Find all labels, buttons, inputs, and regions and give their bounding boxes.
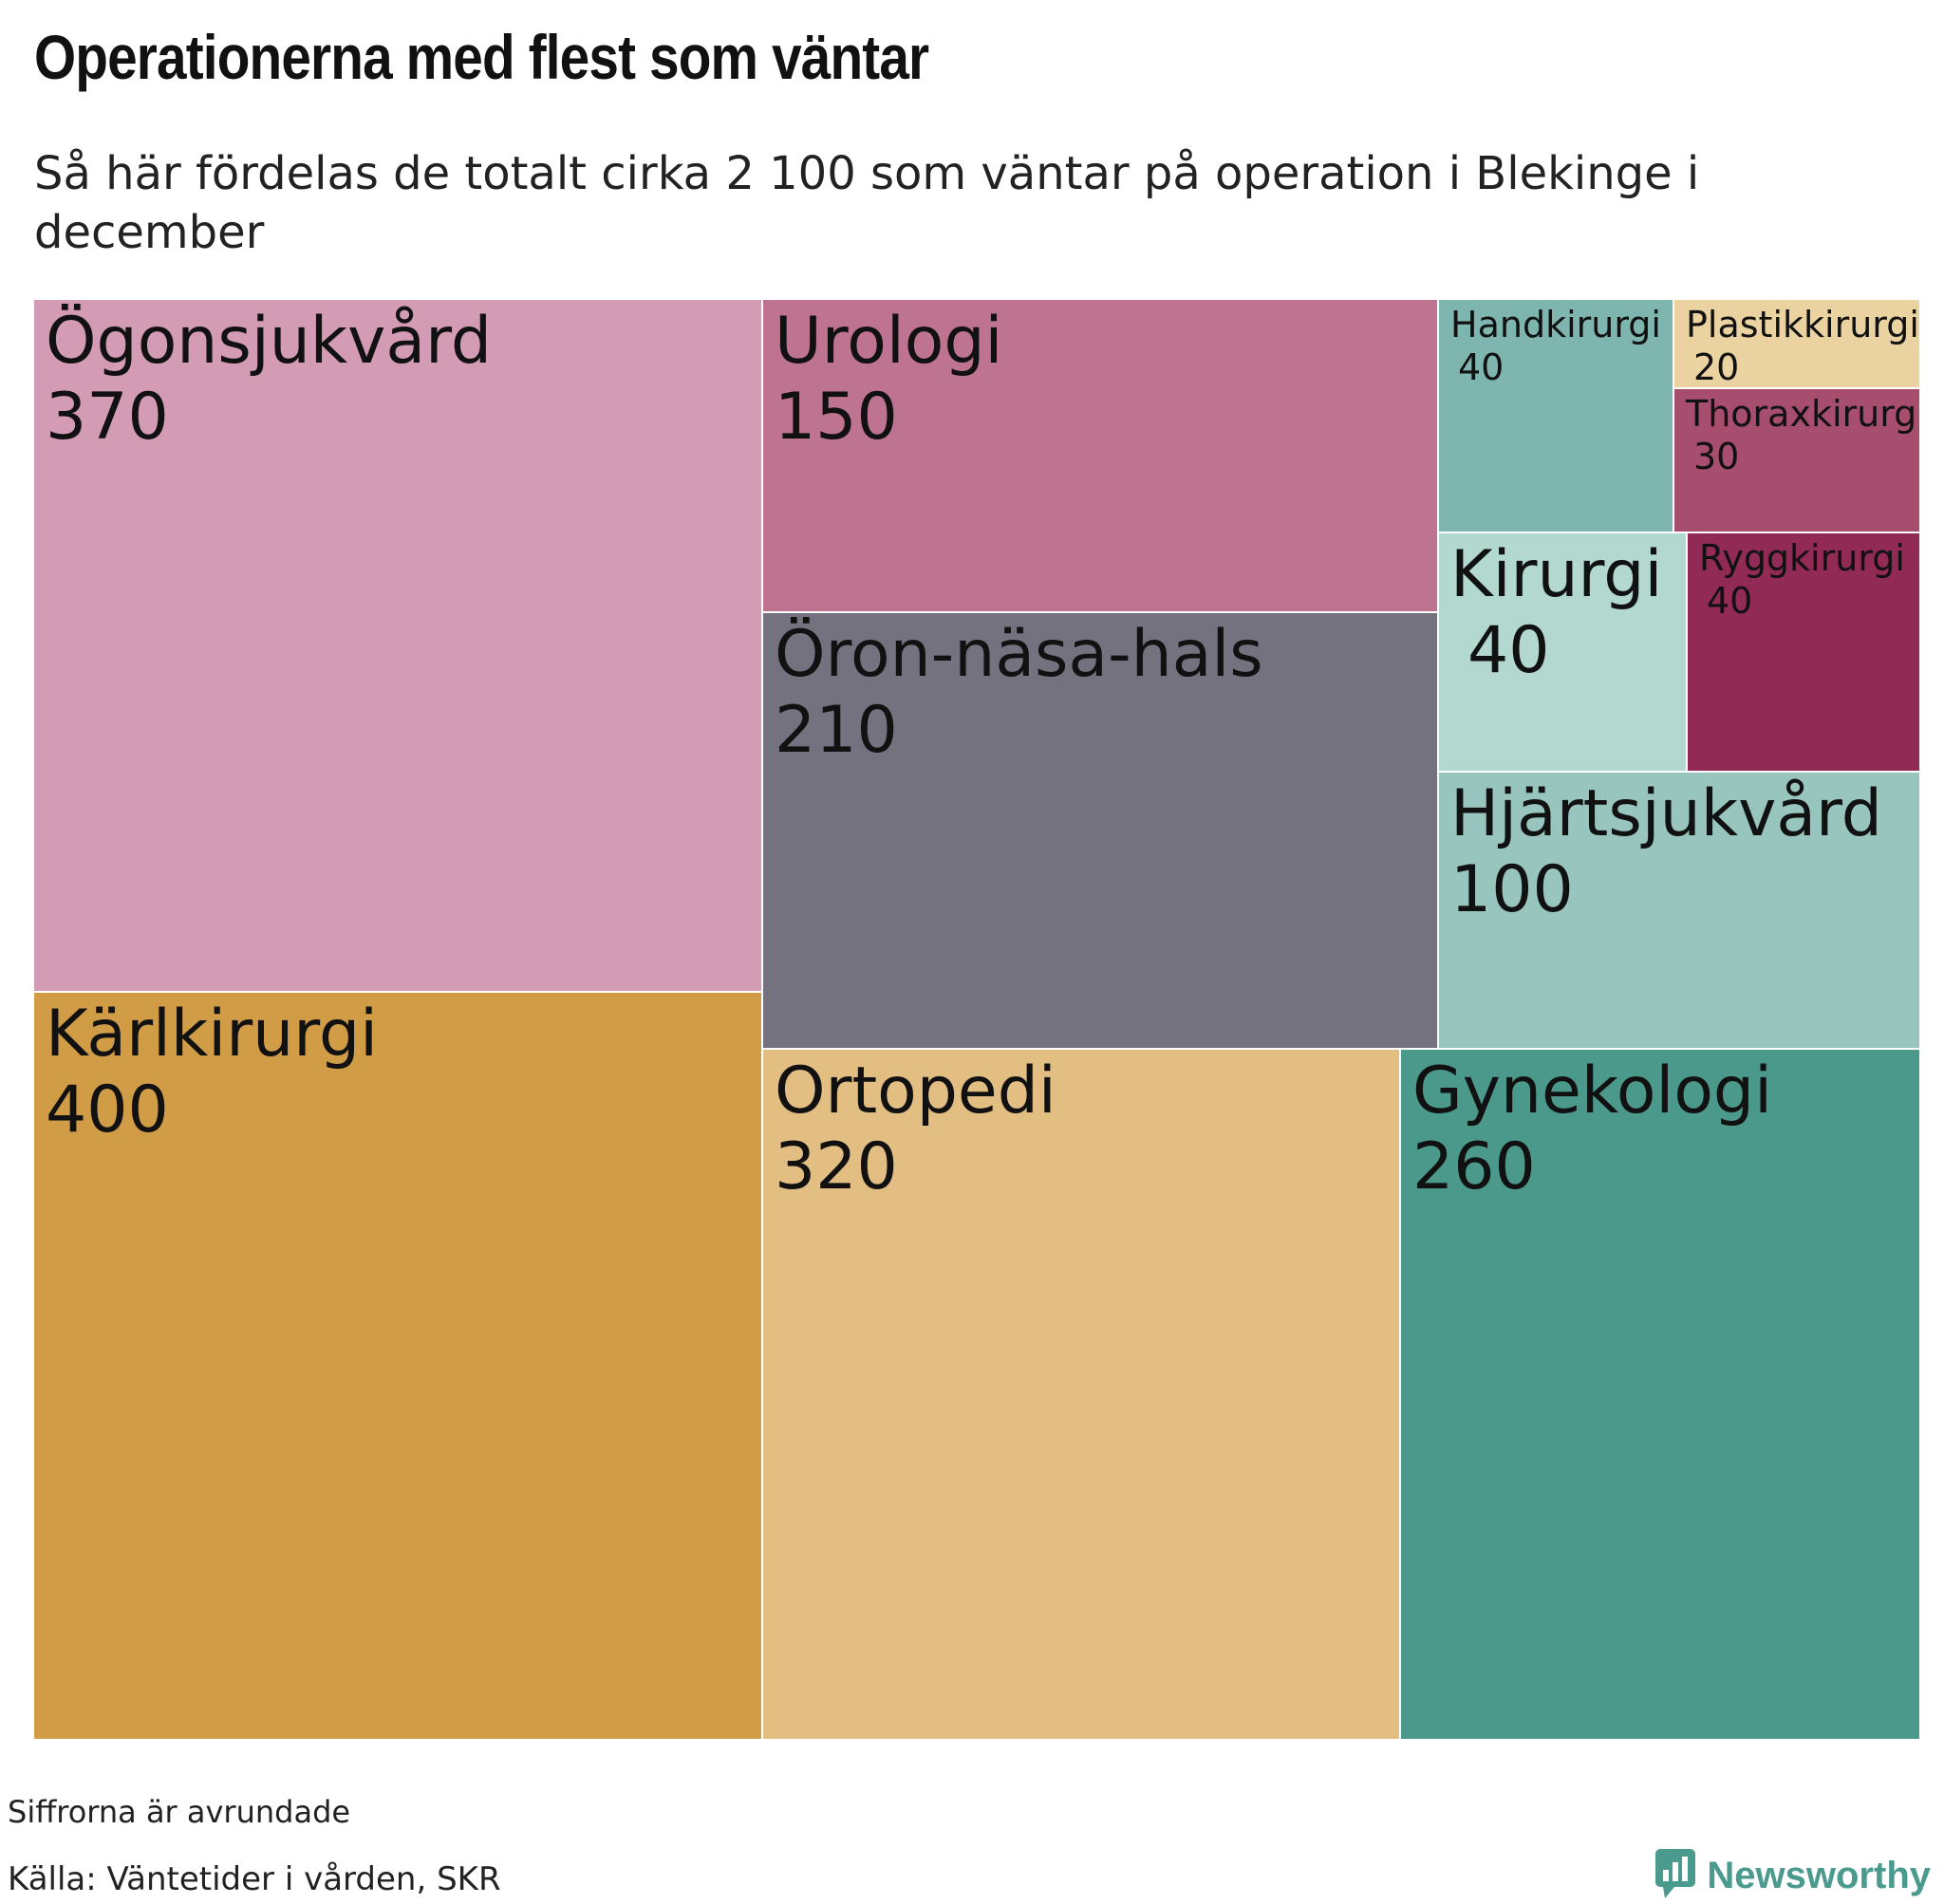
footnote: Siffrorna är avrundade [8, 1794, 351, 1830]
tile-value: 40 [1458, 345, 1505, 388]
treemap-tile-ortopedi: Ortopedi 320 [763, 1050, 1401, 1741]
brand-name: Newsworthy [1707, 1854, 1931, 1896]
tile-value: 40 [1467, 613, 1550, 689]
treemap-tile-ryggkirurgi: Ryggkirurgi 40 [1688, 533, 1921, 773]
treemap-tile-ogonsjukvard: Ögonsjukvård 370 [34, 300, 763, 993]
tile-value: 370 [46, 380, 169, 456]
treemap-tile-urologi: Urologi 150 [763, 300, 1439, 613]
treemap-tile-thoraxkirurgi: Thoraxkirurgi 30 [1674, 389, 1921, 533]
newsworthy-logo-icon [1654, 1847, 1697, 1904]
tile-label: Gynekologi [1412, 1054, 1772, 1129]
tile-label: Öron-näsa-hals [775, 617, 1263, 692]
tile-label: Kirurgi [1450, 537, 1663, 612]
chart-subtitle: Så här fördelas de totalt cirka 2 100 so… [34, 147, 1700, 259]
treemap-chart: Ögonsjukvård 370 Kärlkirurgi 400 Urologi 15… [34, 300, 1921, 1741]
treemap-tile-oron-nasa-hals: Öron-näsa-hals 210 [763, 613, 1439, 1050]
tile-value: 150 [775, 380, 898, 456]
tile-value: 100 [1450, 852, 1574, 928]
tile-value: 210 [775, 693, 898, 769]
tile-value: 40 [1707, 579, 1753, 622]
tile-label: Plastikkirurgi [1686, 304, 1919, 345]
brand-logo: Newsworthy [1654, 1849, 1931, 1902]
tile-label: Ortopedi [775, 1054, 1056, 1129]
treemap-tile-hjartsjukvard: Hjärtsjukvård 100 [1439, 773, 1921, 1050]
tile-value: 400 [46, 1073, 169, 1148]
treemap-tile-handkirurgi: Handkirurgi 40 [1439, 300, 1674, 533]
tile-value: 320 [775, 1129, 898, 1205]
tile-label: Hjärtsjukvård [1450, 776, 1882, 851]
tile-label: Handkirurgi [1450, 304, 1661, 345]
tile-label: Urologi [775, 304, 1003, 379]
tile-value: 260 [1412, 1129, 1536, 1205]
chart-title: Operationerna med flest som väntar [34, 22, 929, 92]
tile-value: 30 [1693, 435, 1740, 477]
treemap-tile-karlkirurgi: Kärlkirurgi 400 [34, 993, 763, 1741]
source-note: Källa: Väntetider i vården, SKR [8, 1860, 501, 1898]
tile-label: Thoraxkirurgi [1686, 393, 1921, 435]
treemap-tile-gynekologi: Gynekologi 260 [1401, 1050, 1921, 1741]
treemap-tile-kirurgi: Kirurgi 40 [1439, 533, 1688, 773]
tile-label: Kärlkirurgi [46, 997, 379, 1072]
tile-value: 20 [1693, 345, 1740, 388]
tile-label: Ögonsjukvård [46, 304, 493, 379]
treemap-tile-plastikkirurgi: Plastikkirurgi 20 [1674, 300, 1921, 389]
tile-label: Ryggkirurgi [1699, 537, 1905, 579]
